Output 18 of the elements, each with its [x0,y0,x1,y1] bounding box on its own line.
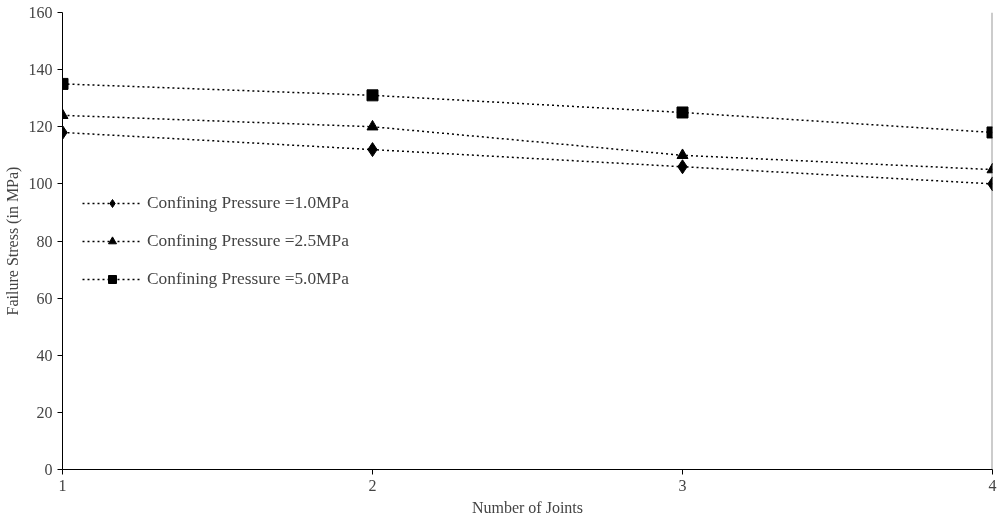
y-tick-label: 60 [36,289,53,307]
x-tick-label: 3 [678,476,687,494]
y-tick-label: 40 [36,346,53,364]
y-tick-label: 140 [28,61,53,79]
x-tick-label: 2 [368,476,377,494]
legend-label: Confining Pressure =1.0MPa [147,192,349,213]
y-tick-label: 0 [44,461,53,478]
legend-label: Confining Pressure =5.0MPa [147,268,349,289]
x-tick-label: 1 [58,476,67,494]
x-tick-label: 4 [988,476,997,494]
y-tick-label: 160 [28,4,53,21]
y-tick-label: 80 [36,232,53,250]
y-tick-label: 120 [28,118,53,136]
y-tick-label: 20 [36,403,53,421]
x-axis-title: Number of Joints [471,498,584,516]
legend-label: Confining Pressure =2.5MPa [147,230,349,251]
y-axis-title: Failure Stress (in MPa) [3,166,22,316]
y-tick-label: 100 [28,175,53,193]
